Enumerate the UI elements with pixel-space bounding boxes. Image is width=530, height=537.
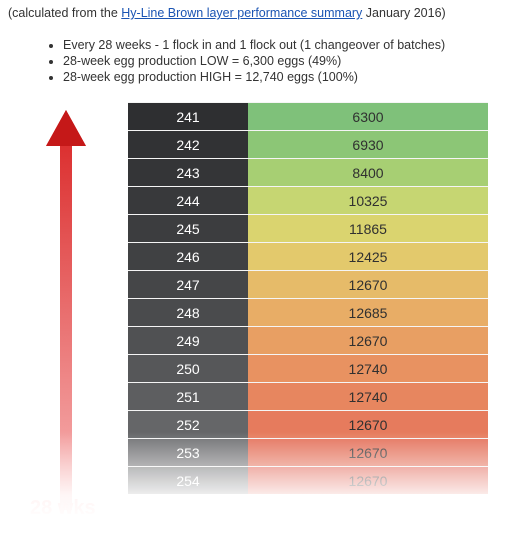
row-key: 249 [128,327,248,354]
chart: 28 wks 241630024269302438400244103252451… [16,102,516,522]
arrow-icon [16,110,96,510]
row-value: 6930 [248,131,488,158]
table-row: 25212670 [128,410,488,438]
row-key: 241 [128,103,248,130]
table-row: 24410325 [128,186,488,214]
row-value: 12670 [248,327,488,354]
row-value: 12425 [248,243,488,270]
table-row: 25012740 [128,354,488,382]
row-key: 248 [128,299,248,326]
list-item: 28-week egg production HIGH = 12,740 egg… [63,70,522,84]
row-key: 244 [128,187,248,214]
row-key: 247 [128,271,248,298]
table-row: 24712670 [128,270,488,298]
axis-label: 28 wks [30,497,96,520]
list-item: 28-week egg production LOW = 6,300 eggs … [63,54,522,68]
row-key: 245 [128,215,248,242]
table-row: 2426930 [128,130,488,158]
row-key: 254 [128,467,248,494]
intro-prefix: (calculated from the [8,6,121,20]
row-value: 12670 [248,439,488,466]
row-value: 12670 [248,411,488,438]
row-value: 12670 [248,467,488,494]
row-key: 243 [128,159,248,186]
row-key: 250 [128,355,248,382]
intro-line: (calculated from the Hy-Line Brown layer… [8,6,522,20]
row-value: 12685 [248,299,488,326]
row-key: 242 [128,131,248,158]
row-value: 11865 [248,215,488,242]
table-row: 2416300 [128,102,488,130]
intro-link[interactable]: Hy-Line Brown layer performance summary [121,6,362,20]
data-table: 2416300242693024384002441032524511865246… [128,102,488,494]
table-row: 25112740 [128,382,488,410]
row-value: 8400 [248,159,488,186]
table-row: 24812685 [128,298,488,326]
row-value: 12740 [248,383,488,410]
table-row: 25312670 [128,438,488,466]
row-value: 12740 [248,355,488,382]
bullet-list: Every 28 weeks - 1 flock in and 1 flock … [8,38,522,84]
row-value: 12670 [248,271,488,298]
table-row: 2438400 [128,158,488,186]
list-item: Every 28 weeks - 1 flock in and 1 flock … [63,38,522,52]
row-value: 6300 [248,103,488,130]
table-row: 24612425 [128,242,488,270]
row-key: 246 [128,243,248,270]
row-key: 252 [128,411,248,438]
row-key: 253 [128,439,248,466]
table-row: 24912670 [128,326,488,354]
row-value: 10325 [248,187,488,214]
intro-suffix: January 2016) [362,6,445,20]
table-row: 25412670 [128,466,488,494]
table-row: 24511865 [128,214,488,242]
row-key: 251 [128,383,248,410]
